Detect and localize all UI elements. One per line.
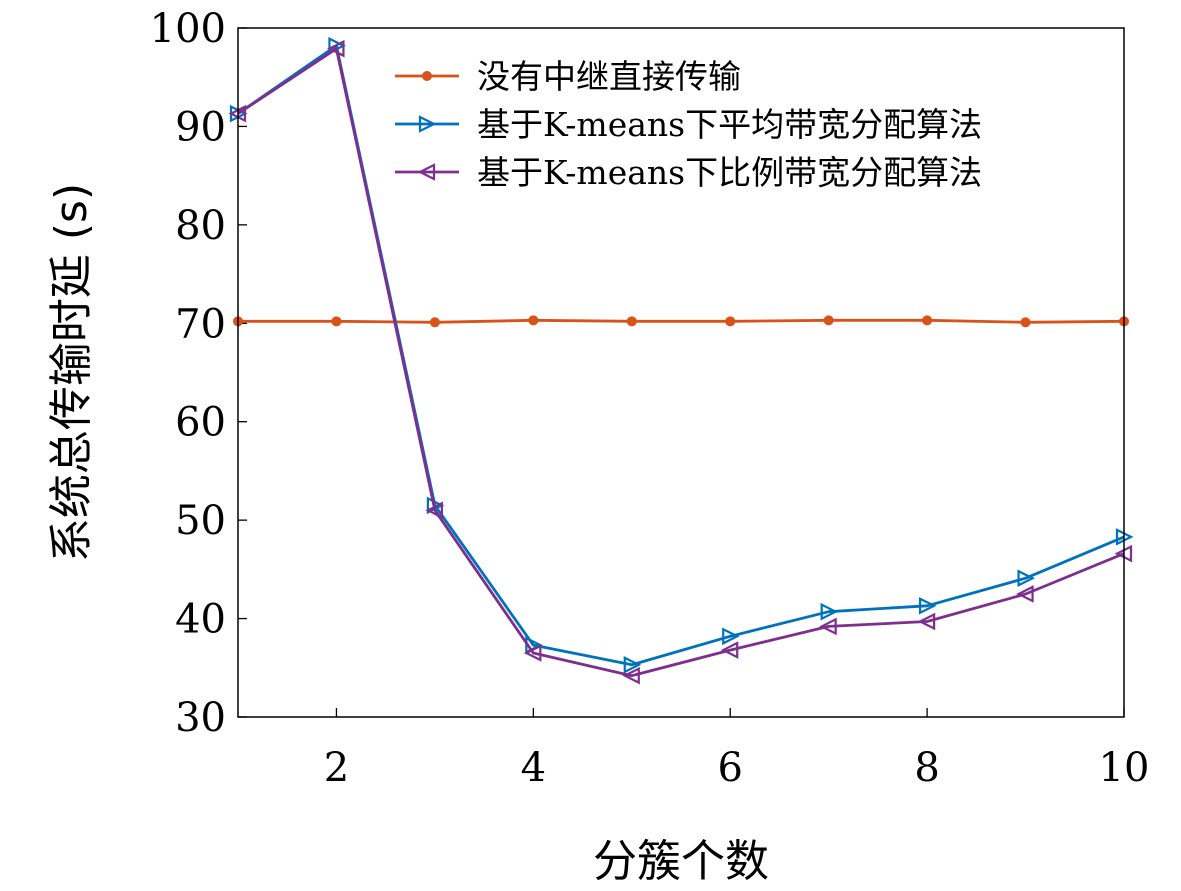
y-tick-label: 60 [175,400,226,446]
y-tick-label: 40 [175,597,226,643]
data-point-prop-bandwidth [819,617,837,636]
x-axis-label: 分簇个数 [593,836,769,887]
y-tick-label: 30 [175,695,226,741]
data-point-prop-bandwidth [720,641,739,659]
data-point-prop-bandwidth [326,39,345,58]
data-point-direct [922,315,933,326]
legend: 没有中继直接传输基于K-means下平均带宽分配算法基于K-means下比例带宽… [395,57,982,192]
data-point-direct [725,316,736,327]
series-line-prop-bandwidth [237,47,1125,678]
legend-swatch-marker [422,71,432,81]
x-tick-label: 10 [1099,745,1150,791]
legend-label: 基于K-means下平均带宽分配算法 [477,105,982,144]
data-point-direct [528,315,539,326]
y-tick-label: 70 [175,301,226,347]
data-point-direct [331,316,342,327]
x-tick-label: 4 [521,745,546,791]
data-point-avg-bandwidth [919,596,937,615]
data-point-direct [429,317,440,328]
legend-swatch-marker [417,163,436,181]
y-tick-label: 80 [175,203,226,249]
data-point-prop-bandwidth [622,666,640,685]
series-line-direct [238,318,1125,324]
data-point-prop-bandwidth [917,612,936,631]
series-layer [228,36,1134,685]
legend-item-direct: 没有中继直接传输 [395,57,741,96]
y-tick-label: 50 [175,498,226,544]
data-point-avg-bandwidth [623,656,642,674]
data-point-direct [823,315,834,326]
legend-item-avg-bandwidth: 基于K-means下平均带宽分配算法 [395,105,982,144]
data-point-avg-bandwidth [722,627,740,646]
legend-swatch-marker [418,115,437,133]
data-point-direct [1020,317,1031,328]
data-point-avg-bandwidth [820,602,839,621]
series-prop-bandwidth [228,39,1133,685]
data-point-prop-bandwidth [523,644,542,662]
data-point-prop-bandwidth [425,501,443,520]
ticks-layer: 30 40 50 60 70 80 90 100 2 4 6 8 10 [150,6,1150,791]
legend-item-prop-bandwidth: 基于K-means下比例带宽分配算法 [395,153,982,192]
x-tick-label: 6 [717,745,742,791]
x-tick-label: 2 [324,745,349,791]
series-direct [233,315,1129,328]
plot-area-frame [237,27,1125,718]
data-point-prop-bandwidth [1016,585,1034,603]
y-tick-label: 100 [150,6,226,52]
y-tick-label: 90 [175,104,226,150]
legend-label: 没有中继直接传输 [477,57,741,96]
legend-label: 基于K-means下比例带宽分配算法 [477,153,982,192]
x-tick-label: 8 [914,745,939,791]
y-axis-label: 系统总传输时延 (s) [46,183,97,562]
data-point-direct [626,316,637,327]
data-point-avg-bandwidth [1017,569,1036,587]
